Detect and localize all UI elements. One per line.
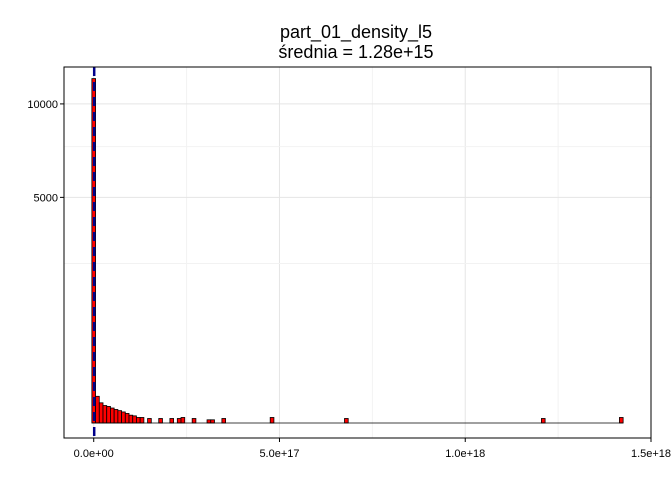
y-tick-label: 10000	[27, 99, 58, 111]
histogram-bar	[147, 418, 152, 424]
x-tick-label: 1.0e+18	[445, 448, 485, 460]
x-tick-label: 5.0e+17	[259, 448, 299, 460]
axis-layer: 0.0e+00 5.0e+17 1.0e+18 1.5e+18 5000 10000	[27, 99, 671, 460]
histogram-bar	[121, 411, 126, 424]
y-tick-label: 5000	[34, 192, 58, 204]
histogram-bar	[98, 402, 104, 424]
grid-layer	[64, 67, 652, 438]
histogram-bar	[124, 413, 130, 424]
histogram-bar	[139, 417, 145, 424]
histogram-bar	[110, 407, 115, 424]
histogram-bar	[102, 405, 108, 424]
histogram-bar	[169, 418, 174, 424]
histogram-bar	[132, 415, 137, 424]
histogram-bar	[269, 417, 275, 424]
histogram-bar	[206, 419, 212, 424]
histogram-bar	[158, 418, 163, 424]
histogram-bar	[117, 410, 122, 424]
panel-border	[63, 66, 652, 439]
chart-title: part_01_density_l5	[279, 22, 433, 42]
histogram-bar	[191, 418, 197, 424]
histogram-bar	[619, 417, 624, 424]
histogram-bar	[113, 409, 119, 424]
histogram-bar	[541, 418, 546, 424]
bars-layer	[91, 78, 624, 424]
histogram-bar	[136, 417, 141, 424]
x-tick-label: 1.5e+18	[631, 448, 671, 460]
histogram-bar	[106, 406, 111, 424]
histogram-bar	[221, 418, 227, 424]
histogram-bar	[176, 418, 182, 424]
x-tick-label: 0.0e+00	[74, 448, 114, 460]
histogram-bar	[128, 414, 134, 424]
histogram-bar	[180, 417, 186, 424]
chart-subtitle: średnia = 1.28e+15	[278, 42, 434, 62]
histogram-bar	[95, 395, 100, 424]
histogram-bar	[210, 419, 215, 424]
histogram-bar	[344, 418, 349, 424]
